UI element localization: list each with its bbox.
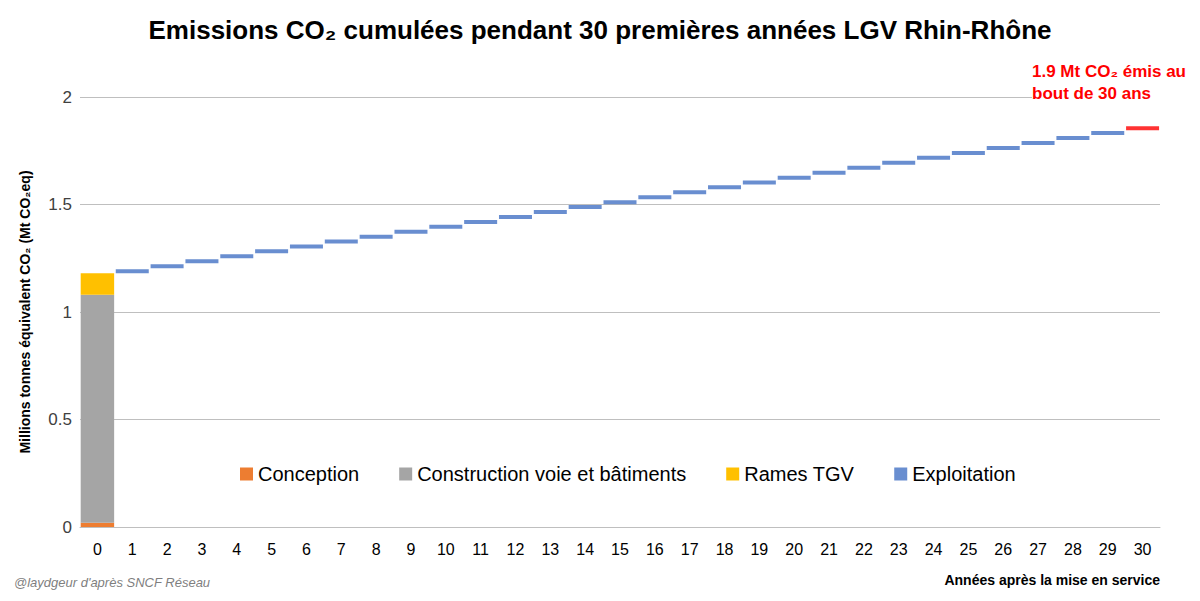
svg-text:8: 8 — [372, 541, 381, 558]
svg-text:0.5: 0.5 — [48, 410, 72, 429]
svg-text:4: 4 — [232, 541, 241, 558]
svg-text:Conception: Conception — [258, 463, 359, 485]
svg-text:Millions tonnes équivalent CO₂: Millions tonnes équivalent CO₂ (Mt CO₂eq… — [17, 170, 33, 453]
svg-text:15: 15 — [611, 541, 629, 558]
svg-text:27: 27 — [1029, 541, 1047, 558]
svg-text:28: 28 — [1064, 541, 1082, 558]
svg-text:14: 14 — [576, 541, 594, 558]
svg-text:30: 30 — [1134, 541, 1152, 558]
svg-text:25: 25 — [959, 541, 977, 558]
svg-text:26: 26 — [994, 541, 1012, 558]
svg-text:21: 21 — [820, 541, 838, 558]
svg-text:1.9 Mt CO₂ émis au: 1.9 Mt CO₂ émis au — [1032, 62, 1186, 81]
svg-text:@laydgeur d'après SNCF Réseau: @laydgeur d'après SNCF Réseau — [14, 575, 210, 590]
svg-text:Exploitation: Exploitation — [912, 463, 1015, 485]
svg-text:24: 24 — [925, 541, 943, 558]
svg-text:Années après la mise en servic: Années après la mise en service — [944, 572, 1160, 588]
svg-text:Emissions CO₂ cumulées pendant: Emissions CO₂ cumulées pendant 30 premiè… — [148, 15, 1051, 45]
svg-text:19: 19 — [750, 541, 768, 558]
svg-text:1: 1 — [63, 303, 72, 322]
svg-text:18: 18 — [716, 541, 734, 558]
svg-text:2: 2 — [63, 88, 72, 107]
svg-text:13: 13 — [541, 541, 559, 558]
svg-text:2: 2 — [163, 541, 172, 558]
svg-text:0: 0 — [93, 541, 102, 558]
svg-text:3: 3 — [197, 541, 206, 558]
svg-text:10: 10 — [437, 541, 455, 558]
svg-text:5: 5 — [267, 541, 276, 558]
svg-text:29: 29 — [1099, 541, 1117, 558]
svg-text:22: 22 — [855, 541, 873, 558]
svg-text:Construction voie et bâtiments: Construction voie et bâtiments — [417, 463, 686, 485]
svg-text:20: 20 — [785, 541, 803, 558]
svg-text:12: 12 — [507, 541, 525, 558]
svg-text:1.5: 1.5 — [48, 195, 72, 214]
svg-text:9: 9 — [407, 541, 416, 558]
svg-text:1: 1 — [128, 541, 137, 558]
svg-text:6: 6 — [302, 541, 311, 558]
svg-text:23: 23 — [890, 541, 908, 558]
svg-text:7: 7 — [337, 541, 346, 558]
svg-text:16: 16 — [646, 541, 664, 558]
svg-text:17: 17 — [681, 541, 699, 558]
svg-text:0: 0 — [63, 518, 72, 537]
svg-text:bout de 30 ans: bout de 30 ans — [1032, 84, 1151, 103]
svg-text:Rames TGV: Rames TGV — [744, 463, 854, 485]
svg-text:11: 11 — [472, 541, 489, 558]
